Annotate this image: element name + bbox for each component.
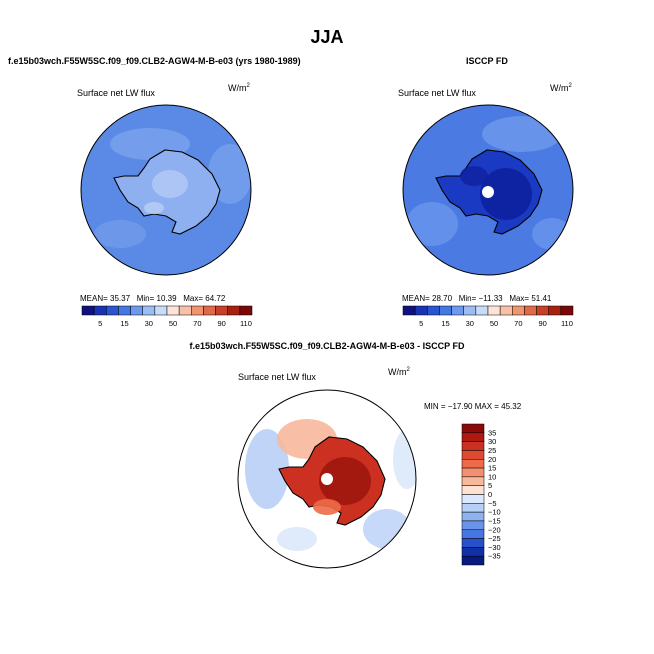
panel3-subtitle: Surface net LW flux — [238, 372, 316, 382]
page-title: JJA — [310, 27, 344, 47]
panel1-units: W/m2 — [228, 83, 250, 93]
panel3-colorbar-label: 15 — [488, 464, 496, 473]
panel3-colorbar-swatch — [461, 423, 485, 434]
panel2-colorbar-label: 15 — [441, 319, 449, 328]
panel2-colorbar-swatch — [524, 305, 537, 316]
panel3-colorbar-swatch — [461, 441, 485, 451]
panel2-colorbar-swatch — [487, 305, 501, 316]
panel1-colorbar-swatch — [154, 305, 168, 316]
panel3-colorbar-label: −5 — [488, 499, 497, 508]
panel1-colorbar-swatch — [81, 305, 95, 316]
panel3-title: f.e15b03wch.F55W5SC.f09_f09.CLB2-AGW4-M-… — [189, 341, 465, 351]
panel3-colorbar-swatch — [461, 520, 485, 530]
panel3-colorbar-label: −10 — [488, 508, 501, 517]
panel2-map — [402, 104, 574, 276]
panel2-title: ISCCP FD — [466, 56, 508, 66]
panel1-colorbar-swatch — [191, 305, 204, 316]
panel1-title: f.e15b03wch.F55W5SC.f09_f09.CLB2-AGW4-M-… — [8, 56, 301, 66]
panel1-colorbar-swatch — [93, 305, 107, 316]
panel1-colorbar-swatch — [227, 305, 241, 316]
panel2-colorbar-swatch — [512, 305, 525, 316]
panel1-colorbar-label: 5 — [98, 319, 102, 328]
panel3-colorbar-swatch — [461, 467, 485, 478]
panel2-colorbar-swatch — [499, 305, 513, 316]
panel3-colorbar-label: 10 — [488, 472, 496, 481]
panel3-colorbar-swatch — [461, 450, 485, 460]
panel1-map — [80, 104, 252, 276]
panel1-colorbar-label: 30 — [145, 319, 153, 328]
panel2-colorbar-label: 90 — [538, 319, 546, 328]
panel2-colorbar-swatch — [536, 305, 549, 316]
panel2-colorbar-swatch — [451, 305, 464, 316]
panel2-colorbar-swatch — [427, 305, 440, 316]
panel1-colorbar-label: 15 — [120, 319, 128, 328]
panel3-colorbar-swatch — [461, 459, 485, 469]
panel3-colorbar-swatch — [461, 555, 485, 566]
panel3-colorbar-label: −15 — [488, 516, 501, 525]
panel2-colorbar-swatch — [463, 305, 477, 316]
panel3-colorbar-swatch — [461, 547, 485, 557]
panel1-subtitle: Surface net LW flux — [77, 88, 155, 98]
panel3-colorbar-swatch — [461, 485, 485, 495]
panel1-colorbar-swatch — [130, 305, 143, 316]
panel2-colorbar: 51530507090110130 — [402, 305, 574, 328]
panel2-colorbar-swatch — [560, 305, 574, 316]
panel1-colorbar-swatch — [166, 305, 180, 316]
panel1-stats: MEAN= 35.37 Min= 10.39 Max= 64.72 — [80, 294, 226, 303]
panel3-pole-marker — [321, 473, 333, 485]
panel3-colorbar-label: −30 — [488, 543, 501, 552]
panel2-colorbar-swatch — [402, 305, 416, 316]
panel3-map — [237, 389, 417, 569]
panel3-colorbar-swatch — [461, 494, 485, 504]
panel1-colorbar-swatch — [118, 305, 131, 316]
panel2-colorbar-swatch — [475, 305, 489, 316]
panel3-colorbar-label: −25 — [488, 534, 501, 543]
panel1-colorbar-swatch — [203, 305, 216, 316]
panel3-colorbar-label: 0 — [488, 490, 492, 499]
panel2-colorbar-swatch — [439, 305, 452, 316]
panel2-stats: MEAN= 28.70 Min= −11.33 Max= 51.41 — [402, 294, 552, 303]
panel3-colorbar-label: 25 — [488, 446, 496, 455]
panel1-colorbar-swatch — [239, 305, 253, 316]
panel2-colorbar-swatch — [548, 305, 562, 316]
panel2-colorbar-label: 50 — [490, 319, 498, 328]
panel2-colorbar-label: 5 — [419, 319, 423, 328]
panel1-colorbar-swatch — [142, 305, 156, 316]
panel1-colorbar-label: 70 — [193, 319, 201, 328]
panel1-colorbar-label: 50 — [169, 319, 177, 328]
panel1-colorbar: 51530507090110130 — [81, 305, 253, 328]
panel3-colorbar-swatch — [461, 503, 485, 513]
panel3-colorbar-label: 35 — [488, 428, 496, 437]
panel3-colorbar-label: 30 — [488, 437, 496, 446]
panel1-colorbar-swatch — [215, 305, 228, 316]
panel3-colorbar-swatch — [461, 529, 485, 539]
panel3-colorbar-swatch — [461, 538, 485, 548]
panel3-colorbar-label: −35 — [488, 552, 501, 561]
panel2-colorbar-label: 30 — [466, 319, 474, 328]
panel1-colorbar-label: 110 — [240, 319, 252, 328]
panel2-colorbar-label: 110 — [561, 319, 573, 328]
panel3-colorbar-label: 5 — [488, 481, 492, 490]
panel3-units: W/m2 — [388, 367, 410, 377]
panel2-colorbar-label: 70 — [514, 319, 522, 328]
panel2-colorbar-swatch — [414, 305, 428, 316]
panel3-colorbar-label: 20 — [488, 455, 496, 464]
panel3-colorbar-swatch — [461, 511, 485, 522]
panel2-units: W/m2 — [550, 83, 572, 93]
panel3-stats: MIN = −17.90 MAX = 45.32 — [424, 402, 522, 411]
panel3-colorbar-swatch — [461, 476, 485, 486]
panel2-pole-marker — [482, 186, 494, 198]
panel3-colorbar-swatch — [461, 432, 485, 442]
panel3-colorbar-label: −20 — [488, 525, 501, 534]
panel2-subtitle: Surface net LW flux — [398, 88, 476, 98]
panel1-colorbar-swatch — [106, 305, 119, 316]
panel1-colorbar-label: 90 — [217, 319, 225, 328]
panel1-colorbar-swatch — [178, 305, 192, 316]
